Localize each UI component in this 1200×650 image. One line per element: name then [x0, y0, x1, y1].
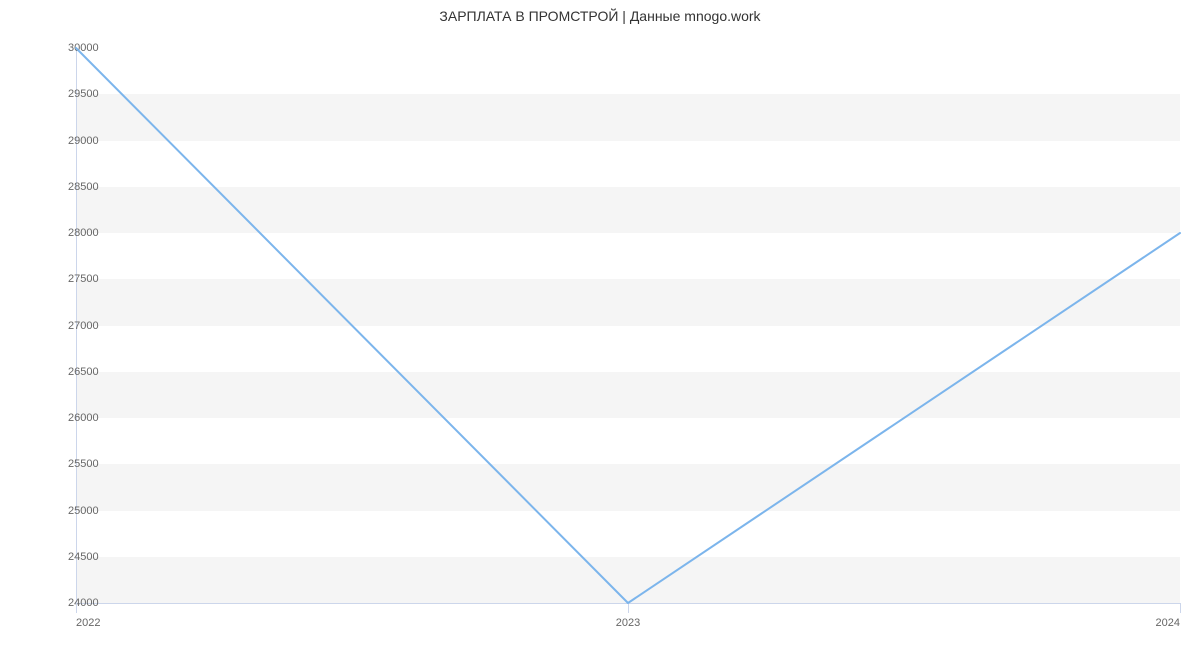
- x-tick-label: 2023: [616, 617, 640, 629]
- chart-title: ЗАРПЛАТА В ПРОМСТРОЙ | Данные mnogo.work: [0, 8, 1200, 24]
- x-tick-label: 2024: [1156, 617, 1180, 629]
- x-tick-mark: [1180, 603, 1181, 613]
- x-tick-label: 2022: [76, 617, 100, 629]
- salary-line-chart: ЗАРПЛАТА В ПРОМСТРОЙ | Данные mnogo.work…: [0, 0, 1200, 650]
- series-line: [76, 48, 1180, 603]
- plot-area: 2400024500250002550026000265002700027500…: [76, 48, 1180, 603]
- x-tick-mark: [628, 603, 629, 613]
- x-tick-mark: [76, 603, 77, 613]
